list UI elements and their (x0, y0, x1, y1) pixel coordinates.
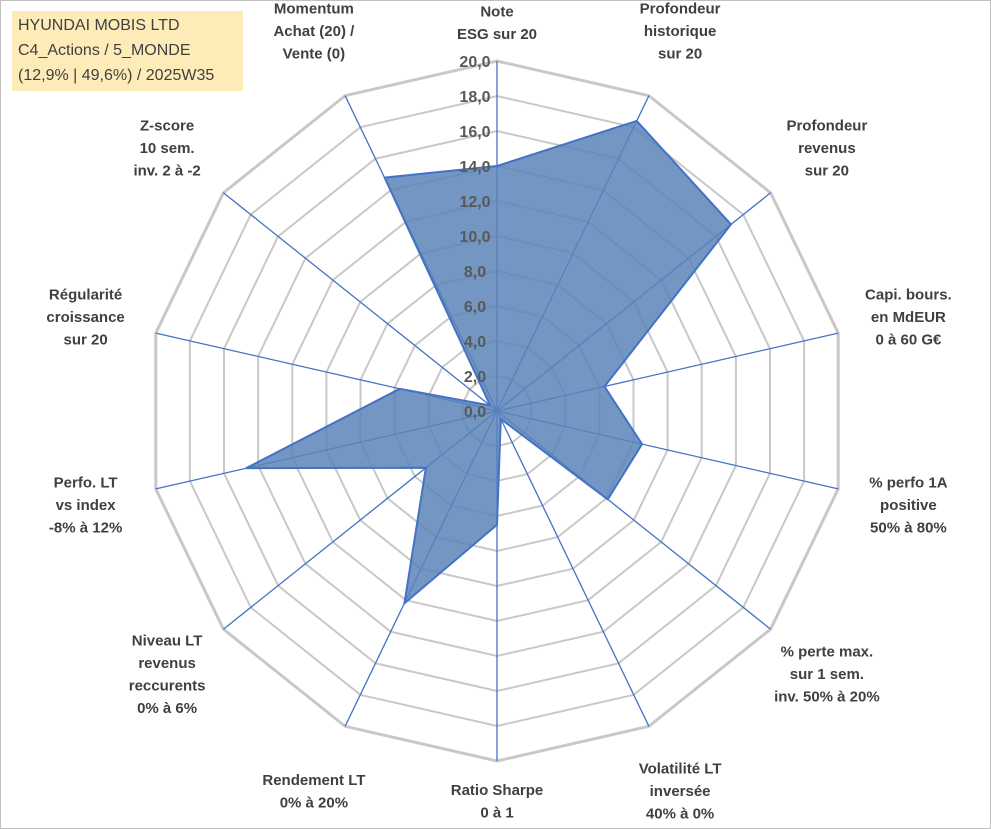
axis-label: Rendement LT 0% à 20% (262, 772, 365, 812)
axis-spoke (496, 410, 650, 727)
category-label: C4_Actions / 5_MONDE (18, 42, 191, 59)
axis-label: Ratio Sharpe 0 à 1 (451, 782, 544, 822)
axis-label-line: Profondeur (786, 117, 867, 134)
tick-label: 16,0 (459, 124, 490, 141)
axis-label: Profondeur revenus sur 20 (786, 117, 867, 179)
axis-label-line: 40% à 0% (646, 806, 714, 823)
data-series-area (245, 119, 732, 605)
axis-label-line: 50% à 80% (870, 519, 947, 536)
axis-label-line: revenus (798, 140, 856, 157)
axis-label: Z-score 10 sem. inv. 2 à -2 (133, 117, 200, 179)
tick-label: 18,0 (459, 89, 490, 106)
tick-label: 10,0 (459, 229, 490, 246)
axis-label-line: Vente (0) (283, 45, 346, 62)
axis-label-line: croissance (46, 309, 124, 326)
axis-label: Régularité croissance sur 20 (46, 287, 124, 349)
tick-label: 0,0 (464, 404, 486, 421)
axis-label-line: 0 à 60 G€ (875, 332, 942, 349)
tick-label: 20,0 (459, 54, 490, 71)
axis-label-line: reccurents (129, 677, 206, 694)
axis-label-line: sur 20 (805, 162, 849, 179)
axis-label-line: inversée (650, 783, 711, 800)
tick-label: 4,0 (464, 334, 486, 351)
tick-label: 2,0 (464, 369, 486, 386)
tick-label: 6,0 (464, 299, 486, 316)
axis-label-line: 0 à 1 (480, 805, 513, 822)
axis-label-line: positive (880, 497, 937, 514)
axis-label-line: Niveau LT (132, 632, 203, 649)
axis-label-line: 0% à 6% (137, 700, 197, 717)
axis-label-line: revenus (138, 655, 196, 672)
axis-label: Capi. bours. en MdEUR 0 à 60 G€ (865, 287, 952, 349)
axis-label-line: vs index (56, 497, 117, 514)
axis-label: Momentum Achat (20) / Vente (0) (273, 0, 355, 62)
axis-label-line: sur 1 sem. (790, 666, 864, 683)
axis-label: Perfo. LT vs index -8% à 12% (49, 474, 122, 536)
axis-label-line: inv. 2 à -2 (133, 162, 200, 179)
axis-label-line: 0% à 20% (280, 795, 348, 812)
axis-label-line: Note (480, 4, 513, 21)
axis-label-line: inv. 50% à 20% (774, 689, 880, 706)
axis-label-line: Achat (20) / (273, 23, 355, 40)
axis-label-line: % perfo 1A (869, 474, 948, 491)
axis-label-line: sur 20 (658, 45, 702, 62)
axis-label: Note ESG sur 20 (457, 4, 537, 44)
axis-label-line: Z-score (140, 117, 194, 134)
axis-label-line: Profondeur (640, 0, 721, 17)
axis-label: % perte max. sur 1 sem. inv. 50% à 20% (774, 644, 880, 706)
axis-label-line: historique (644, 23, 717, 40)
info-box: HYUNDAI MOBIS LTD C4_Actions / 5_MONDE (… (12, 11, 243, 91)
axis-spoke (222, 192, 498, 412)
tick-label: 14,0 (459, 159, 490, 176)
axis-label-line: sur 20 (63, 332, 107, 349)
axis-label: Profondeur historique sur 20 (640, 0, 721, 62)
tick-label: 8,0 (464, 264, 486, 281)
tick-label: 12,0 (459, 194, 490, 211)
axis-label-line: Volatilité LT (639, 761, 722, 778)
axis-label: Volatilité LT inversée 40% à 0% (639, 761, 722, 823)
axis-label-line: Rendement LT (262, 772, 365, 789)
axis-label-line: Régularité (49, 287, 122, 304)
period-label: (12,9% | 49,6%) / 2025W35 (18, 67, 215, 84)
axis-label-line: ESG sur 20 (457, 26, 537, 43)
axis-label-line: % perte max. (781, 644, 874, 661)
axis-label-line: Capi. bours. (865, 287, 952, 304)
axis-label: % perfo 1A positive 50% à 80% (869, 474, 948, 536)
axis-label-line: Momentum (274, 0, 354, 17)
company-name: HYUNDAI MOBIS LTD (18, 17, 180, 34)
axis-label-line: -8% à 12% (49, 519, 122, 536)
axis-label-line: Ratio Sharpe (451, 782, 544, 799)
axis-label-line: 10 sem. (140, 140, 195, 157)
axis-label-line: Perfo. LT (54, 474, 118, 491)
axis-label-line: en MdEUR (871, 309, 946, 326)
axis-label: Niveau LT revenus reccurents 0% à 6% (129, 632, 206, 717)
